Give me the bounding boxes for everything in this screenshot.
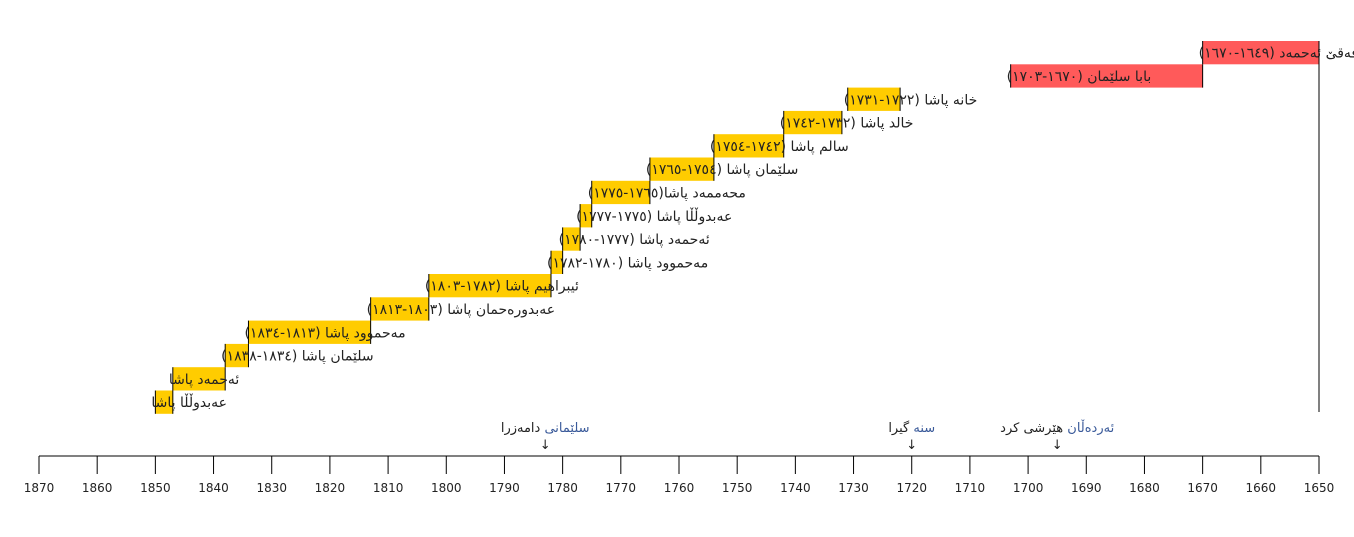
timeline-bar [847,87,901,111]
x-tick-label: 1860 [82,481,113,495]
event-link[interactable]: ئەردەڵان [1067,419,1114,436]
events-layer: سلێمانی دامەزرا↓سنە گیرا↓ئەردەڵان هێرشی … [501,419,1114,453]
event-label: سنە گیرا [888,420,935,436]
timeline-bar-group: سلێمان پاشا (١٨٣٤-١٨٣٨) [221,343,374,368]
timeline-bar [370,297,429,321]
x-tick-label: 1700 [1013,481,1044,495]
event-annotation: سنە گیرا ↓ [888,420,935,453]
x-tick-label: 1780 [547,481,578,495]
timeline-bar [428,274,551,298]
x-tick-label: 1790 [489,481,520,495]
x-tick-label: 1650 [1304,481,1335,495]
timeline-bar-group: خانە پاشا (١٧٢٢-١٧٣١) [844,87,978,111]
bars-layer: فەقێ ئەحمەد (١٦٤٩-١٦٧٠) بابا سلێمان (١٦٧٠… [151,41,1354,414]
x-tick-label: 1740 [780,481,811,495]
timeline-bar [713,134,784,158]
timeline-bar-group: عەبدوڵڵا پاشا [151,390,227,414]
timeline-bar [591,180,650,205]
timeline-bar [1202,41,1319,65]
x-tick-label: 1760 [664,481,695,495]
x-tick-label: 1710 [955,481,986,495]
event-arrow-icon: ↓ [1052,438,1063,453]
event-link[interactable]: سلێمانی [544,421,589,436]
x-tick-label: 1770 [606,481,637,495]
event-arrow-icon: ↓ [540,438,551,453]
x-tick-label: 1730 [838,481,869,495]
timeline-bar-group: عەبدوڵڵا پاشا (١٧٧٥-١٧٧٧) [576,204,732,228]
event-link[interactable]: سنە [913,421,935,436]
x-tick-label: 1850 [140,481,171,495]
event-label: سلێمانی دامەزرا [501,421,590,436]
timeline-bar [783,110,842,135]
bar-label: ئەحمەد پاشا (١٧٧٧-١٧٨٠) [559,232,710,248]
timeline-bar [649,157,714,181]
timeline-bar-group: ئەحمەد پاشا [169,367,240,391]
x-tick-label: 1750 [722,481,753,495]
bar-label: خالد پاشا (١٧٣٢-١٧٤٢) [780,116,914,132]
event-arrow-icon: ↓ [906,438,917,453]
event-annotation: ئەردەڵان هێرشی کرد ↓ [1000,419,1114,453]
event-label: ئەردەڵان هێرشی کرد [1000,419,1114,436]
bar-label: سالم پاشا (١٧٤٢-١٧٥٤) [710,139,849,155]
bar-label: خانە پاشا (١٧٢٢-١٧٣١) [844,92,978,108]
x-tick-label: 1670 [1187,481,1218,495]
x-tick-label: 1720 [896,481,927,495]
bar-label: مەحموود پاشا (١٨١٣-١٨٣٤) [244,325,405,341]
timeline-bar [562,227,581,251]
bar-label: عەبدورەحمان پاشا (١٨٠٣-١٨١٣) [367,302,555,318]
timeline-bar-group: ئەحمەد پاشا (١٧٧٧-١٧٨٠) [559,227,710,251]
x-tick-label: 1690 [1071,481,1102,495]
bar-label: محەممەد پاشا(١٧٦٥-١٧٧٥) [588,185,746,201]
event-text: هێرشی کرد [1000,421,1067,436]
event-text: گیرا [888,420,913,436]
bar-label: ئەحمەد پاشا [169,372,240,388]
bar-label: بابا سلێمان (١٦٧٠-١٧٠٣) [1007,69,1152,85]
timeline-bar [225,343,249,368]
x-tick-label: 1830 [256,481,287,495]
x-tick-label: 1680 [1129,481,1160,495]
bar-label: ئیبراهیم پاشا (١٧٨٢-١٨٠٣) [425,279,579,295]
timeline-bar-group: مەحموود پاشا (١٨١٣-١٨٣٤) [244,320,406,344]
timeline-bar-group: بابا سلێمان (١٦٧٠-١٧٠٣) [1007,64,1204,88]
bar-label: عەبدوڵڵا پاشا (١٧٧٥-١٧٧٧) [576,207,732,225]
timeline-bar-group: مەحموود پاشا (١٧٨٠-١٧٨٢) [547,250,708,274]
timeline-bar [1010,64,1203,88]
bar-label: سلێمان پاشا (١٧٥٤-١٧٦٥) [646,162,798,178]
timeline-bar [172,367,226,391]
x-axis: 1870 1860 1850 1840 1830 1820 1810 1800 1790 1780… [24,455,1335,495]
x-tick-label: 1820 [315,481,346,495]
event-annotation: سلێمانی دامەزرا ↓ [501,421,590,453]
timeline-bar-group: سالم پاشا (١٧٤٢-١٧٥٤) [710,134,849,158]
timeline-bar-group: فەقێ ئەحمەد (١٦٤٩-١٦٧٠) [1199,41,1354,65]
x-tick-label: 1810 [373,481,404,495]
x-tick-label: 1800 [431,481,462,495]
bar-label: فەقێ ئەحمەد (١٦٤٩-١٦٧٠) [1199,46,1354,62]
x-tick-label: 1870 [24,481,55,495]
x-tick-label: 1660 [1246,481,1277,495]
timeline-bar-group: ئیبراهیم پاشا (١٧٨٢-١٨٠٣) [425,274,579,298]
timeline-bar [551,250,563,274]
bar-label: سلێمان پاشا (١٨٣٤-١٨٣٨) [221,349,373,365]
timeline-bar [580,204,592,228]
bar-label: عەبدوڵڵا پاشا [151,393,227,411]
bar-label: مەحموود پاشا (١٧٨٠-١٧٨٢) [547,255,708,271]
timeline-bar [248,320,371,344]
timeline-bar [155,390,173,414]
timeline-bar-group: عەبدورەحمان پاشا (١٨٠٣-١٨١٣) [367,297,555,321]
timeline-bar-group: سلێمان پاشا (١٧٥٤-١٧٦٥) [646,157,798,181]
timeline-bar-group: خالد پاشا (١٧٣٢-١٧٤٢) [780,110,914,135]
timeline-bar-group: محەممەد پاشا(١٧٦٥-١٧٧٥) [588,180,746,205]
x-tick-label: 1840 [198,481,229,495]
event-text: دامەزرا [501,421,545,436]
